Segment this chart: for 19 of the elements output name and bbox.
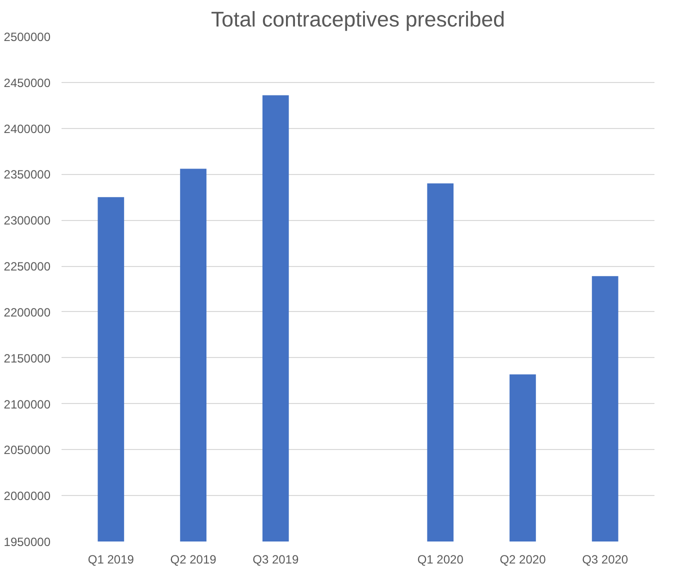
y-tick-label: 2500000 <box>4 30 51 44</box>
y-tick-label: 2400000 <box>4 122 51 136</box>
x-tick-label: Q1 2019 <box>88 552 134 566</box>
y-tick-label: 1950000 <box>4 535 51 549</box>
x-tick-label: Q1 2020 <box>417 552 464 566</box>
x-tick-label: Q3 2019 <box>252 552 299 566</box>
x-tick-label: Q2 2019 <box>170 552 217 566</box>
y-tick-label: 2450000 <box>4 76 51 90</box>
y-tick-label: 2100000 <box>4 397 51 412</box>
y-tick-label: 2050000 <box>4 443 51 458</box>
y-tick-label: 2000000 <box>4 489 51 504</box>
y-tick-label: 2200000 <box>4 305 51 320</box>
chart-title: Total contraceptives prescribed <box>211 8 506 32</box>
y-tick-label: 2350000 <box>4 168 51 182</box>
x-tick-label: Q2 2020 <box>500 552 546 566</box>
y-tick-label: 2150000 <box>4 351 51 366</box>
y-tick-label: 2300000 <box>4 214 51 228</box>
y-tick-label: 2250000 <box>4 260 51 274</box>
x-tick-label: Q3 2020 <box>582 552 628 566</box>
